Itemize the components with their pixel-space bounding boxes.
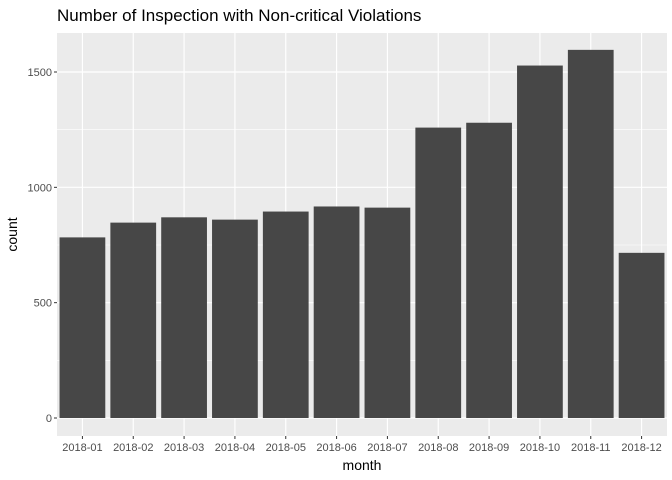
bar-2018-11 xyxy=(567,49,614,419)
x-tick-label: 2018-03 xyxy=(164,442,204,454)
y-tick-label: 0 xyxy=(46,413,52,425)
bar-2018-07 xyxy=(364,207,411,418)
chart-title: Number of Inspection with Non-critical V… xyxy=(57,6,421,25)
y-axis: 0 500 1000 1500 xyxy=(28,67,57,425)
x-axis-title: month xyxy=(343,457,382,473)
y-tick-label: 1000 xyxy=(28,182,52,194)
bar-2018-04 xyxy=(212,219,258,418)
minor-gridlines xyxy=(57,129,667,361)
bar-2018-09 xyxy=(466,122,512,418)
x-tick-label: 2018-06 xyxy=(316,442,356,454)
x-tick-label: 2018-01 xyxy=(62,442,102,454)
x-tick-label: 2018-08 xyxy=(418,442,458,454)
x-tick-label: 2018-04 xyxy=(215,442,255,454)
bar-2018-12 xyxy=(618,252,665,418)
x-tick-label: 2018-11 xyxy=(571,442,611,454)
bar-2018-05 xyxy=(262,211,309,418)
plot-panel xyxy=(57,33,667,436)
bar-2018-01 xyxy=(59,237,106,418)
bar-2018-02 xyxy=(110,222,157,418)
x-axis: 2018-01 2018-02 2018-03 2018-04 2018-05 2018-… xyxy=(62,436,662,454)
bar-2018-10 xyxy=(517,65,563,419)
bar-2018-06 xyxy=(313,206,360,418)
x-tick-label: 2018-07 xyxy=(367,442,407,454)
bar-2018-08 xyxy=(415,127,462,418)
y-tick-label: 500 xyxy=(34,298,52,310)
y-tick-label: 1500 xyxy=(28,67,52,79)
x-tick-label: 2018-02 xyxy=(113,442,153,454)
x-tick-label: 2018-09 xyxy=(469,442,509,454)
x-tick-label: 2018-05 xyxy=(266,442,306,454)
x-tick-label: 2018-10 xyxy=(520,442,560,454)
y-axis-title: count xyxy=(4,217,20,251)
x-tick-label: 2018-12 xyxy=(621,442,661,454)
bars xyxy=(59,49,665,419)
bar-2018-03 xyxy=(161,217,207,418)
